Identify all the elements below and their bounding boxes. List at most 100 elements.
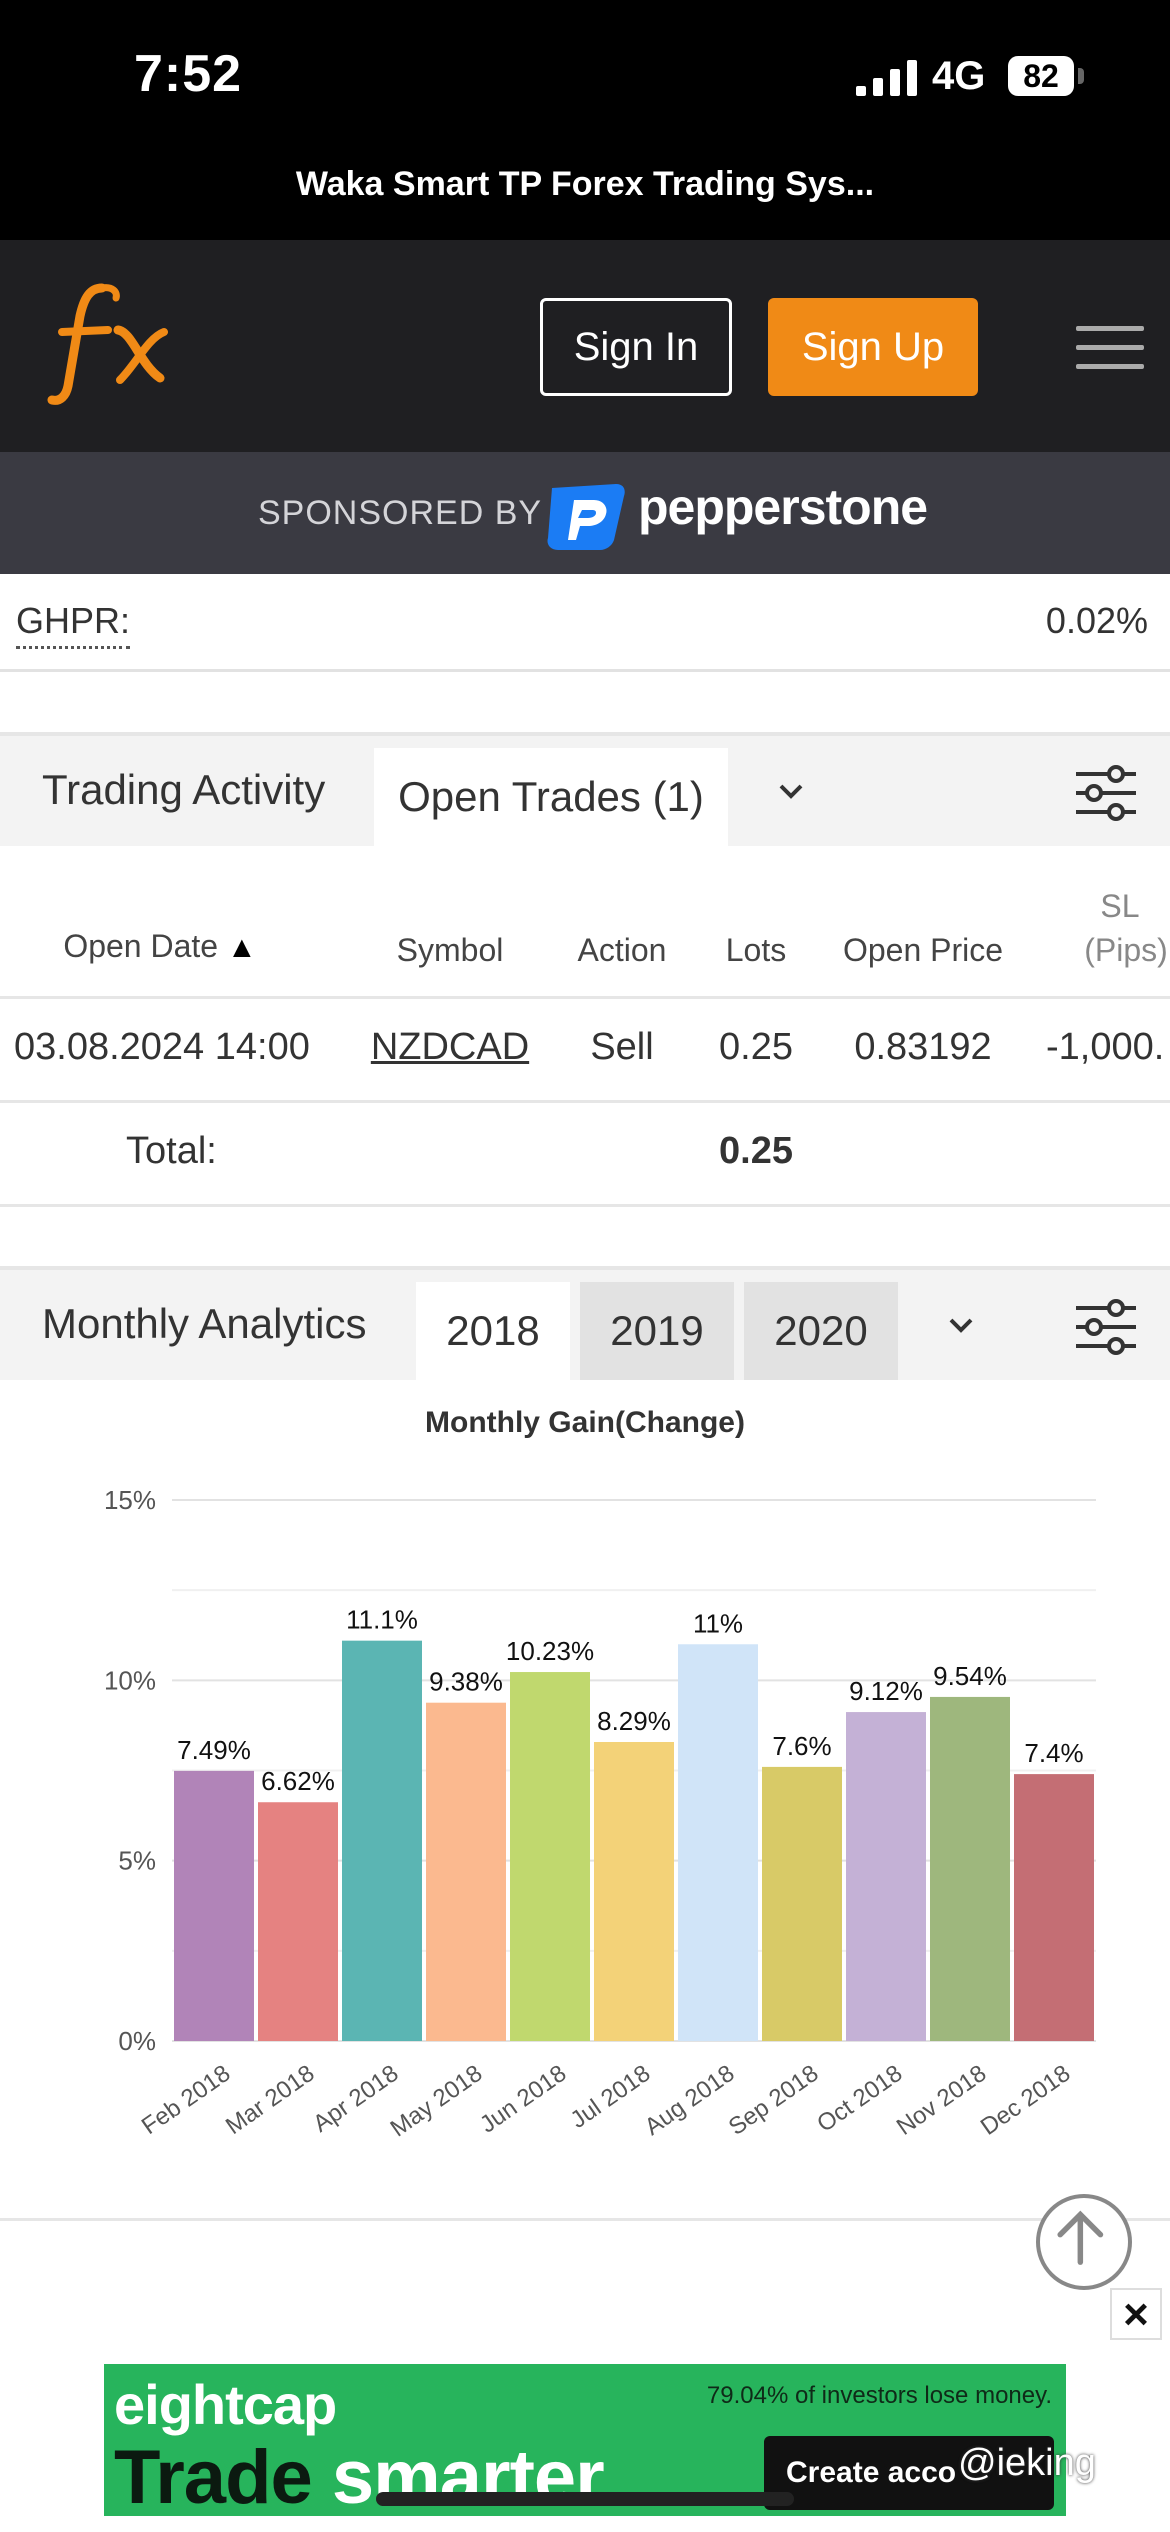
bar	[930, 1696, 1010, 2041]
x-tick-label: Oct 2018	[812, 2060, 907, 2138]
bar	[678, 1644, 758, 2041]
ad-banner[interactable]: eightcap 79.04% of investors lose money.…	[104, 2364, 1066, 2516]
page-title-bar: Waka Smart TP Forex Trading Sys...	[0, 160, 1170, 240]
y-tick-label: 5%	[118, 1846, 156, 1876]
status-bar: 7:52 4G 82	[0, 0, 1170, 160]
clock: 7:52	[134, 45, 243, 103]
monthly-analytics-title: Monthly Analytics	[42, 1300, 367, 1347]
trade-symbol-link[interactable]: NZDCAD	[370, 1026, 530, 1068]
tab-year-2018[interactable]: 2018	[416, 1282, 570, 1380]
ghpr-value: 0.02%	[1045, 600, 1148, 641]
col-sl-pips: (Pips)	[1084, 932, 1168, 968]
data-label: 8.29%	[597, 1706, 671, 1736]
ad-risk-warning: 79.04% of investors lose money.	[706, 2382, 1052, 2409]
section-divider	[0, 732, 1170, 736]
y-tick-label: 0%	[118, 2026, 156, 2056]
sponsored-by-label: SPONSORED BY	[258, 494, 543, 532]
bar	[426, 1702, 506, 2041]
ghpr-label[interactable]: GHPR:	[16, 600, 131, 649]
chart-svg: 15% 10% 5% 0% 7.49% Feb 2018 6.62% Mar 2018 11.1…	[104, 1485, 1096, 2143]
pepperstone-logo-icon	[547, 484, 625, 550]
col-lots[interactable]: Lots	[725, 932, 787, 968]
sign-up-button[interactable]: Sign Up	[768, 298, 978, 396]
x-tick-label: Feb 2018	[137, 2060, 236, 2140]
monthly-analytics-tabbar: Monthly Analytics 2018 2019 2020	[0, 1270, 1170, 1380]
bar	[1014, 1774, 1094, 2041]
data-label: 9.38%	[429, 1667, 503, 1697]
y-tick-label: 10%	[104, 1665, 156, 1695]
monthly-gain-chart: Monthly Gain(Change) 15% 10% 5% 0% 7.49% Feb …	[0, 1378, 1170, 2218]
site-header: Sign In Sign Up	[0, 240, 1170, 452]
data-label: 9.54%	[933, 1661, 1007, 1691]
x-tick-label: Dec 2018	[976, 2060, 1076, 2141]
battery-tip	[1078, 68, 1084, 84]
fx-logo[interactable]	[40, 268, 190, 418]
ghpr-row: GHPR: 0.02%	[0, 574, 1170, 672]
table-footer-line	[0, 1204, 1170, 1207]
sort-asc-icon: ▲	[226, 931, 257, 964]
battery-icon: 82	[1008, 56, 1074, 96]
section-divider	[0, 1266, 1170, 1270]
sign-in-button[interactable]: Sign In	[540, 298, 732, 396]
watermark: @ieking	[958, 2442, 1096, 2484]
network-type: 4G	[932, 54, 986, 98]
bar	[846, 1712, 926, 2041]
trade-open-date: 03.08.2024 14:00	[14, 1026, 310, 1068]
col-symbol[interactable]: Symbol	[396, 932, 504, 968]
data-label: 11%	[693, 1608, 743, 1638]
bar	[762, 1766, 842, 2041]
bar	[174, 1770, 254, 2041]
data-label: 11.1%	[346, 1605, 418, 1635]
trade-action: Sell	[590, 1026, 654, 1068]
data-label: 9.12%	[849, 1676, 923, 1706]
x-tick-label: Jun 2018	[475, 2060, 571, 2139]
close-ad-button[interactable]: ×	[1110, 2288, 1162, 2340]
signal-icon	[856, 60, 917, 96]
y-tick-label: 15%	[104, 1485, 156, 1515]
col-open-date[interactable]: Open Date ▲	[63, 928, 257, 964]
data-label: 7.49%	[177, 1735, 251, 1765]
x-tick-label: Sep 2018	[724, 2060, 824, 2141]
trade-open-price: 0.83192	[854, 1026, 992, 1068]
table-header-line	[0, 996, 1170, 999]
table-row-line	[0, 1100, 1170, 1103]
data-label: 10.23%	[506, 1636, 594, 1666]
chevron-down-icon[interactable]	[776, 776, 806, 806]
ad-brand: eightcap	[114, 2373, 337, 2436]
sponsor-banner[interactable]: SPONSORED BY pepperstone	[0, 452, 1170, 574]
bar	[510, 1672, 590, 2041]
bar	[342, 1640, 422, 2041]
total-lots: 0.25	[719, 1130, 793, 1172]
x-tick-label: May 2018	[386, 2060, 488, 2143]
x-tick-label: Mar 2018	[221, 2060, 320, 2140]
data-label: 6.62%	[261, 1766, 335, 1796]
x-tick-label: Aug 2018	[640, 2060, 740, 2141]
content-placeholder	[0, 2218, 1170, 2348]
x-tick-label: Nov 2018	[892, 2060, 992, 2141]
trading-activity-tabbar: Trading Activity Open Trades (1)	[0, 736, 1170, 846]
tab-year-2019[interactable]: 2019	[580, 1282, 734, 1380]
col-sl[interactable]: SL	[1100, 888, 1140, 924]
data-label: 7.6%	[772, 1731, 831, 1761]
page-title: Waka Smart TP Forex Trading Sys...	[295, 165, 875, 203]
hamburger-menu-icon[interactable]	[1076, 326, 1144, 370]
col-action[interactable]: Action	[577, 932, 667, 968]
filter-settings-icon[interactable]	[1074, 764, 1138, 822]
bar	[594, 1742, 674, 2041]
tab-year-2020[interactable]: 2020	[744, 1282, 898, 1380]
total-label: Total:	[126, 1130, 217, 1172]
trading-activity-title: Trading Activity	[42, 766, 326, 813]
filter-settings-icon[interactable]	[1074, 1298, 1138, 1356]
col-open-price[interactable]: Open Price	[842, 932, 1004, 968]
trade-sl: -1,000.	[1046, 1026, 1165, 1068]
scroll-to-top-button[interactable]	[1036, 2194, 1132, 2290]
bar	[258, 1802, 338, 2041]
ad-cta-button[interactable]: Create acco	[764, 2436, 1054, 2510]
data-label: 7.4%	[1024, 1738, 1083, 1768]
trade-lots: 0.25	[719, 1026, 793, 1068]
tab-open-trades[interactable]: Open Trades (1)	[374, 748, 728, 846]
chart-title: Monthly Gain(Change)	[425, 1406, 745, 1439]
sponsor-brand: pepperstone	[638, 479, 928, 535]
home-indicator[interactable]	[376, 2492, 794, 2506]
chevron-down-icon[interactable]	[946, 1310, 976, 1340]
